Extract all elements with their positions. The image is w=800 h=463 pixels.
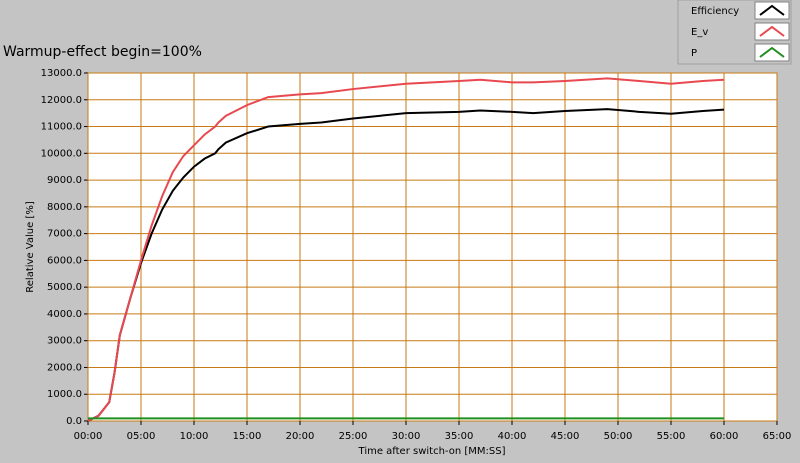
x-tick-label: 10:00 — [180, 431, 209, 442]
x-tick-label: 35:00 — [445, 431, 474, 442]
y-tick-label: 4000.0 — [47, 309, 82, 320]
x-tick-label: 20:00 — [286, 431, 315, 442]
legend-label: E_v — [691, 27, 708, 38]
legend-swatch-box — [754, 22, 790, 41]
y-tick-label: 8000.0 — [47, 202, 82, 213]
x-tick-label: 40:00 — [498, 431, 527, 442]
legend-swatch-box — [754, 43, 790, 62]
plot-area — [87, 72, 778, 422]
legend-label: P — [691, 48, 697, 59]
legend-swatch — [759, 46, 785, 58]
x-tick-label: 30:00 — [392, 431, 421, 442]
y-tick-label: 2000.0 — [47, 362, 82, 373]
legend-label: Efficiency — [691, 6, 739, 17]
x-tick-label: 25:00 — [339, 431, 368, 442]
y-tick-label: 9000.0 — [47, 175, 82, 186]
series-line — [87, 77, 725, 422]
y-tick-label: 1000.0 — [47, 389, 82, 400]
x-tick-label: 00:00 — [74, 431, 103, 442]
x-tick-label: 15:00 — [233, 431, 262, 442]
legend: Efficiency E_v P — [677, 0, 792, 65]
y-tick-label: 13000.0 — [41, 68, 82, 79]
legend-swatch — [759, 25, 785, 37]
y-tick-label: 5000.0 — [47, 282, 82, 293]
x-tick-label: 55:00 — [657, 431, 686, 442]
x-tick-label: 60:00 — [710, 431, 739, 442]
y-axis-label: Relative Value [%] — [25, 201, 36, 293]
y-tick-label: 6000.0 — [47, 255, 82, 266]
x-tick-label: 50:00 — [604, 431, 633, 442]
y-tick-label: 7000.0 — [47, 229, 82, 240]
y-tick-label: 0.0 — [66, 416, 82, 427]
legend-swatch — [759, 4, 785, 16]
x-tick-label: 05:00 — [127, 431, 156, 442]
x-tick-label: 65:00 — [763, 431, 792, 442]
x-axis-label: Time after switch-on [MM:SS] — [358, 446, 506, 457]
y-tick-label: 3000.0 — [47, 336, 82, 347]
chart-title: Warmup-effect begin=100% — [3, 44, 202, 60]
y-tick-label: 11000.0 — [41, 122, 82, 133]
y-tick-label: 12000.0 — [41, 95, 82, 106]
x-tick-label: 45:00 — [551, 431, 580, 442]
y-tick-label: 10000.0 — [41, 148, 82, 159]
legend-swatch-box — [754, 1, 790, 20]
